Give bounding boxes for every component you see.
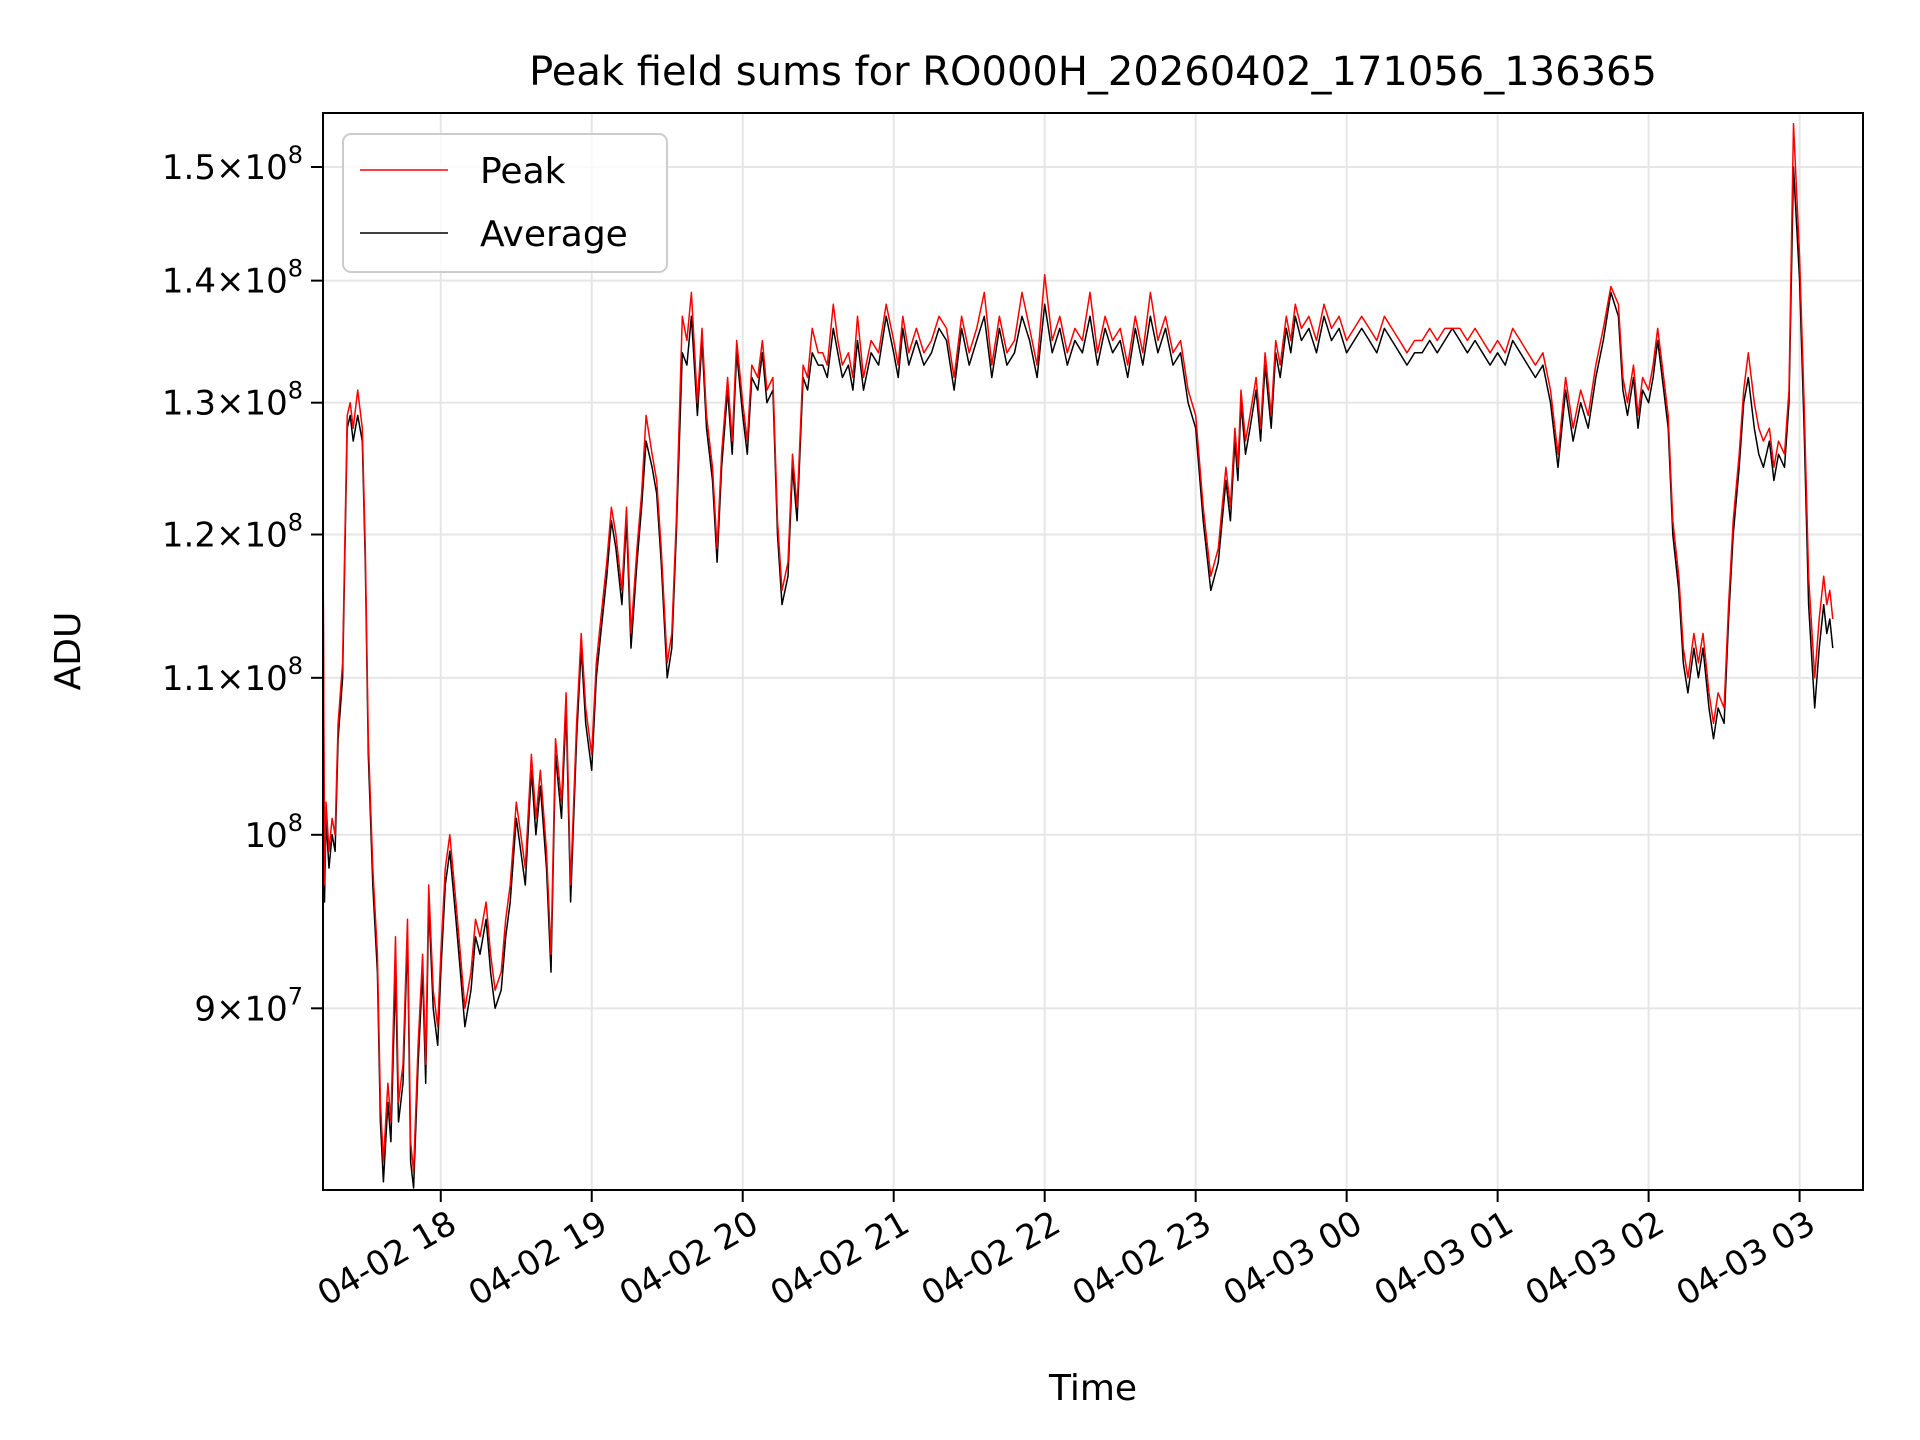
legend-box	[342, 133, 668, 273]
y-axis-label: ADU	[48, 612, 89, 691]
chart-title: Peak field sums for RO000H_20260402_1710…	[529, 49, 1657, 95]
plot-series	[323, 122, 1834, 1189]
y-axis-ticks: 9×107 108 1.1×108 1.2×108 1.3×108 1.4×108 1.5×…	[162, 141, 323, 1029]
legend-label-peak: Peak	[480, 151, 566, 192]
y-tick-label: 1.1×108	[162, 652, 303, 699]
x-axis-label: Time	[1048, 1368, 1137, 1409]
legend-label-average: Average	[480, 214, 628, 255]
y-tick-label: 108	[244, 809, 303, 856]
y-tick-label: 1.3×108	[162, 377, 303, 424]
series-line-average	[323, 166, 1834, 1189]
y-tick-label: 1.4×108	[162, 255, 303, 302]
grid	[323, 113, 1863, 1190]
y-tick-label: 9×107	[194, 982, 303, 1029]
plot-area-frame	[322, 112, 1864, 1191]
legend: Peak Average	[342, 133, 668, 273]
y-tick-label: 1.2×108	[162, 509, 303, 556]
series-line-peak	[323, 122, 1834, 1173]
y-tick-label: 1.5×108	[162, 141, 303, 188]
